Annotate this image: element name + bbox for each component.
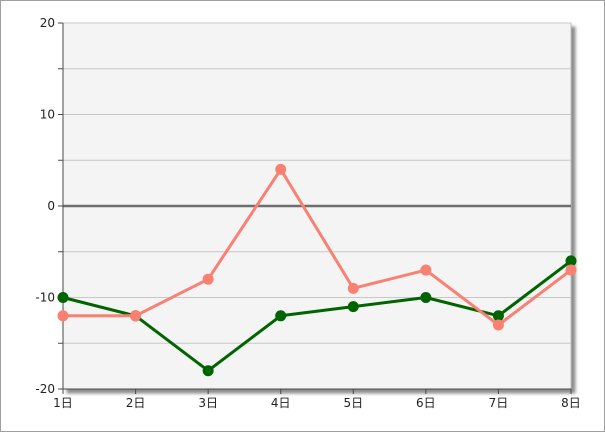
series-2-point [57,310,69,322]
y-tick-label: 0 [47,199,55,213]
x-tick-label: 6日 [416,396,436,410]
series-1-point [492,310,504,322]
x-tick-label: 1日 [53,396,73,410]
x-tick-label: 5日 [343,396,363,410]
y-tick-label: -20 [35,382,55,396]
series-1-point [565,255,577,267]
series-2-point [420,264,432,276]
x-tick-label: 3日 [198,396,218,410]
series-1-point [275,310,287,322]
series-2-point [130,310,142,322]
series-1-point [347,301,359,313]
y-tick-label: 20 [40,16,55,30]
series-2-point [565,264,577,276]
x-tick-label: 4日 [271,396,291,410]
y-tick-label: 10 [40,108,55,122]
series-line-2 [63,167,572,327]
x-tick-label: 2日 [126,396,146,410]
x-tick-label: 7日 [489,396,509,410]
series-line-1 [62,259,572,373]
series-2-point [347,282,359,294]
x-tick-label: 8日 [561,396,581,410]
series-2-point [202,273,214,285]
series-1-point [202,365,214,377]
series-1-point [420,292,432,303]
series-2-point [492,319,504,331]
series-1-point [57,292,69,303]
series-2-point [275,163,287,175]
y-tick-label: -10 [35,291,55,305]
